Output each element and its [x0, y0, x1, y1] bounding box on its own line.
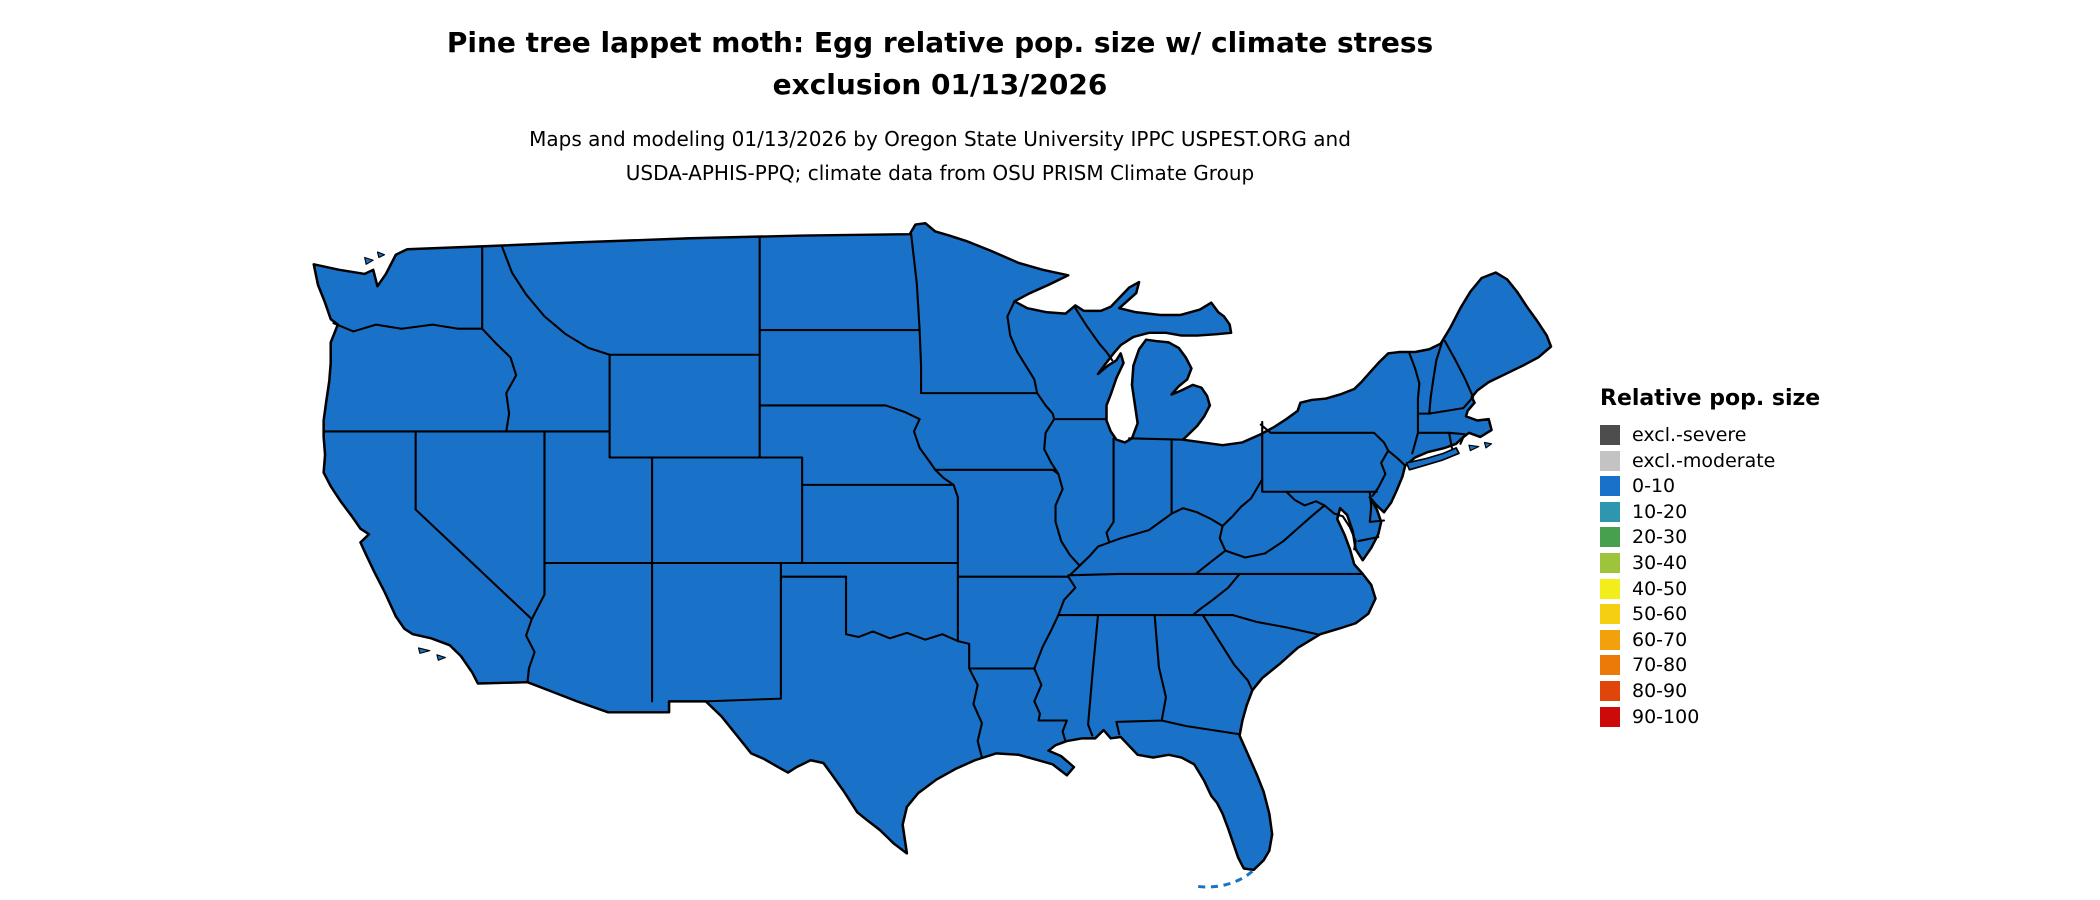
legend-item-20-30: 20-30 — [1600, 526, 1820, 549]
legend-swatch — [1600, 425, 1620, 445]
state-borders — [322, 233, 1475, 759]
legend-label: 20-30 — [1632, 526, 1688, 549]
legend-item-50-60: 50-60 — [1600, 603, 1820, 626]
san-juan-islands — [364, 251, 386, 265]
us-landmass — [312, 221, 1553, 872]
map-title-line1: Pine tree lappet moth: Egg relative pop.… — [446, 26, 1434, 59]
channel-islands — [417, 647, 446, 661]
legend: Relative pop. size excl.-severe excl.-mo… — [1600, 386, 1820, 732]
legend-swatch — [1600, 527, 1620, 548]
legend-item-40-50: 40-50 — [1600, 577, 1820, 600]
legend-item-0-10: 0-10 — [1600, 475, 1820, 498]
us-mainland-outline — [312, 221, 1553, 872]
legend-label: 50-60 — [1632, 603, 1688, 626]
legend-item-excl-severe: excl.-severe — [1600, 424, 1820, 446]
legend-label: 0-10 — [1632, 475, 1676, 498]
legend-item-excl-moderate: excl.-moderate — [1600, 449, 1820, 472]
legend-swatch — [1600, 655, 1620, 676]
legend-label: 10-20 — [1632, 500, 1688, 523]
map-subtitle-line2: USDA-APHIS-PPQ; climate data from OSU PR… — [625, 161, 1255, 185]
legend-item-70-80: 70-80 — [1600, 654, 1820, 677]
legend-item-30-40: 30-40 — [1600, 551, 1820, 574]
nantucket-marthas-vineyard — [1468, 441, 1493, 452]
map-subtitle: Maps and modeling 01/13/2026 by Oregon S… — [0, 122, 1880, 190]
florida-keys — [1196, 870, 1254, 889]
legend-title: Relative pop. size — [1600, 386, 1821, 411]
legend-swatch — [1600, 578, 1620, 599]
map-subtitle-line1: Maps and modeling 01/13/2026 by Oregon S… — [529, 127, 1351, 151]
legend-swatch — [1600, 680, 1620, 701]
legend-swatch — [1600, 552, 1620, 573]
legend-swatch — [1600, 476, 1620, 497]
legend-label: excl.-severe — [1632, 424, 1747, 446]
legend-swatch — [1600, 501, 1620, 522]
legend-item-90-100: 90-100 — [1600, 705, 1820, 728]
legend-label: 60-70 — [1632, 628, 1688, 651]
legend-label: 80-90 — [1632, 679, 1688, 702]
legend-label: 40-50 — [1632, 577, 1688, 600]
legend-label: 90-100 — [1632, 705, 1700, 728]
legend-item-10-20: 10-20 — [1600, 500, 1820, 523]
long-island — [1405, 447, 1460, 471]
map-title-line2: exclusion 01/13/2026 — [772, 68, 1108, 101]
legend-label: 70-80 — [1632, 654, 1688, 677]
map-title: Pine tree lappet moth: Egg relative pop.… — [0, 22, 1880, 106]
legend-item-80-90: 80-90 — [1600, 679, 1820, 702]
legend-label: 30-40 — [1632, 551, 1688, 574]
legend-swatch — [1600, 604, 1620, 625]
legend-label: excl.-moderate — [1632, 449, 1776, 472]
legend-swatch — [1600, 706, 1620, 727]
legend-item-60-70: 60-70 — [1600, 628, 1820, 651]
legend-swatch — [1600, 629, 1620, 650]
us-map — [312, 221, 1553, 889]
legend-swatch — [1600, 450, 1620, 471]
header: Pine tree lappet moth: Egg relative pop.… — [0, 22, 1880, 190]
